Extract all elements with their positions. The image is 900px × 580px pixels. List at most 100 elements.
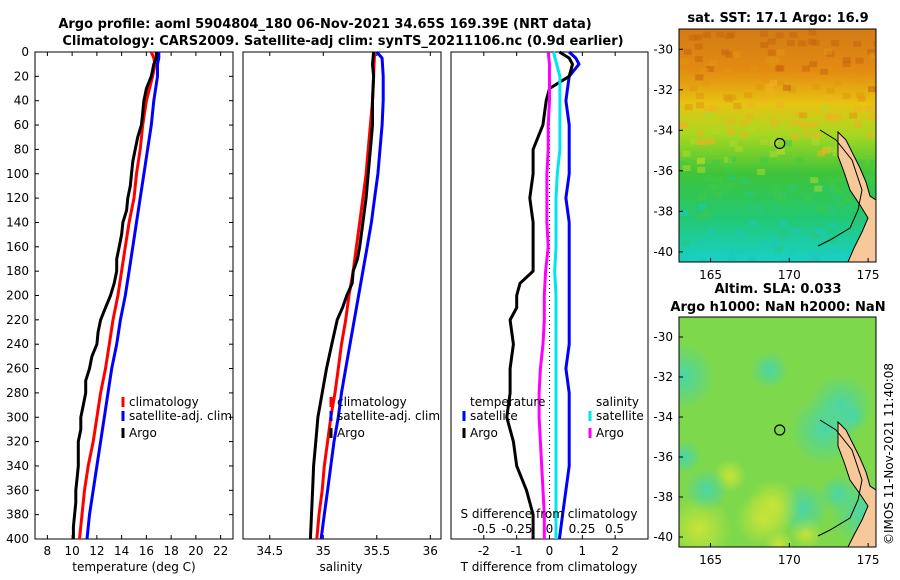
temperature-x-label: temperature (deg C): [72, 560, 195, 574]
difference-lines: [505, 50, 581, 540]
sst-pixel: [696, 158, 705, 165]
new-zealand-land: [837, 130, 876, 262]
sla-anomaly-blob: [809, 373, 873, 437]
sst-pixel: [795, 157, 804, 164]
sst-pixel: [679, 122, 688, 129]
sst-pixel: [776, 49, 785, 56]
y-tick-label: 100: [6, 167, 29, 181]
sla-anomaly-blob: [765, 529, 794, 547]
sst-pixel: [739, 120, 748, 127]
sla-anomaly-blob: [750, 350, 789, 389]
sst-pixel: [680, 58, 689, 65]
sst-pixel: [755, 84, 764, 91]
sst-pixel: [697, 213, 706, 220]
sst-pixel: [721, 49, 730, 56]
s-tick-label: -0.25: [501, 522, 532, 536]
sst-pixel: [738, 74, 747, 81]
y-tick-label: 160: [6, 240, 29, 254]
y-tick-label: 120: [6, 191, 29, 205]
legend-t-satellite-label: satellite: [470, 409, 518, 423]
series-line-satellite-adj-clim: [319, 51, 385, 540]
sst-pixel: [812, 232, 821, 239]
sst-pixel: [692, 220, 701, 227]
sst-pixel: [728, 174, 737, 181]
sst-pixel: [868, 86, 876, 93]
x-tick-label: 20: [188, 544, 203, 558]
sst-pixel: [777, 194, 786, 201]
sst-pixel: [740, 131, 748, 138]
y-tick-label: 300: [6, 410, 29, 424]
sst-pixel: [704, 105, 713, 112]
sst-pixel: [808, 257, 817, 262]
difference-legend-salinity: salinity satellite Argo: [588, 395, 644, 440]
sst-pixel: [723, 94, 731, 101]
sst-pixel: [725, 51, 734, 58]
x-tick-label: 170: [778, 553, 801, 567]
sst-bathymetry-contour: [817, 129, 863, 247]
sst-pixel: [807, 38, 816, 45]
sst-pixel: [726, 183, 735, 189]
sst-pixel: [825, 94, 834, 101]
y-tick-label: 320: [6, 435, 29, 449]
legend-salinity-title: salinity: [596, 395, 639, 409]
temperature-x-ticks: 8 10 12 14 16 18 20 22: [44, 52, 228, 558]
sst-pixel: [849, 112, 858, 119]
sst-pixel: [680, 69, 689, 76]
sst-pixel: [832, 150, 841, 157]
x-tick-label: 170: [778, 268, 801, 282]
sst-pixel: [695, 74, 704, 81]
sst-pixel: [824, 48, 833, 55]
y-tick-label: -32: [653, 83, 673, 97]
sst-pixel: [747, 102, 755, 109]
x-tick-label: 35.5: [363, 544, 390, 558]
sst-pixel: [774, 191, 783, 198]
sst-pixel: [701, 139, 710, 145]
sst-pixel: [775, 65, 784, 72]
sst-map-panel: sat. SST: 17.1 Argo: 16.9 165 170 175 -30-…: [653, 11, 879, 282]
sst-pixel: [769, 151, 778, 158]
sst-pixel: [749, 65, 758, 72]
difference-panel: -2 -1 0 1 2 -0.5 -0.25 0 0.25 0.5 S difference f…: [450, 50, 649, 574]
sst-pixel: [757, 169, 766, 175]
sst-pixel: [842, 93, 851, 100]
sst-pixel: [729, 248, 738, 255]
sst-pixel: [803, 130, 812, 137]
sst-pixel: [828, 146, 837, 153]
sst-pixel: [697, 203, 706, 210]
sst-pixel: [770, 119, 779, 126]
y-tick-label: -32: [653, 370, 673, 384]
sst-pixel: [702, 79, 711, 86]
sst-pixel: [694, 34, 703, 41]
x-tick-label: 35: [316, 544, 331, 558]
sst-pixel: [772, 249, 781, 256]
sst-pixel: [783, 140, 792, 147]
sst-pixel: [696, 102, 704, 109]
sst-pixel: [757, 210, 766, 217]
sst-pixel: [873, 40, 876, 47]
y-tick-label: -36: [653, 450, 673, 464]
sst-pixel: [682, 150, 691, 157]
sst-pixel: [727, 128, 736, 135]
sst-pixel: [729, 140, 738, 147]
sst-pixel: [776, 148, 785, 155]
sst-pixel: [810, 177, 819, 184]
sst-pixel: [865, 131, 874, 138]
y-tick-label: 260: [6, 362, 29, 376]
figure-title-line2: Climatology: CARS2009. Satellite-adj cli…: [62, 34, 623, 49]
sst-pixel: [734, 146, 743, 152]
y-tick-label: -38: [653, 490, 673, 504]
sst-pixel: [709, 60, 718, 67]
sst-pixel: [775, 102, 784, 109]
y-tick-label: 0: [21, 45, 29, 59]
legend-climatology-label: climatology: [337, 395, 407, 409]
y-tick-label: 40: [14, 94, 29, 108]
legend-climatology-label: climatology: [129, 395, 199, 409]
sst-pixel: [696, 129, 705, 136]
sst-pixel: [765, 76, 774, 83]
sst-pixel: [696, 139, 705, 146]
y-tick-label: 200: [6, 289, 29, 303]
sst-pixel: [760, 42, 769, 49]
sst-pixel: [682, 240, 690, 247]
sst-pixel: [725, 246, 734, 253]
sst-pixel: [748, 203, 757, 210]
